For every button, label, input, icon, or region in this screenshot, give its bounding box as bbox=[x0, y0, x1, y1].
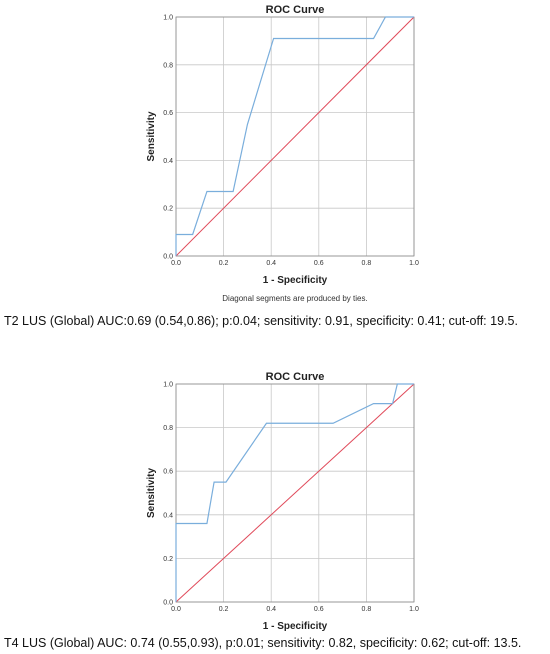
chart2-x-tick-label: 1.0 bbox=[409, 606, 419, 613]
chart2-reference-line bbox=[175, 383, 415, 603]
chart2-x-tick-label: 0.0 bbox=[171, 606, 181, 613]
chart2-plot-frame bbox=[175, 383, 415, 603]
chart1-y-tick-label: 1.0 bbox=[163, 15, 173, 22]
chart1-y-tick-label: 0.6 bbox=[163, 110, 173, 117]
chart1-x-tick-label: 0.8 bbox=[362, 260, 372, 267]
caption-1: T2 LUS (Global) AUC:0.69 (0.54,0.86); p:… bbox=[4, 314, 518, 328]
chart2-y-tick-label: 0.4 bbox=[163, 512, 173, 519]
chart2-y-tick-label: 0.2 bbox=[163, 556, 173, 563]
chart1-x-tick-label: 0.0 bbox=[171, 260, 181, 267]
chart1-x-axis-label: 1 - Specificity bbox=[263, 275, 328, 286]
chart1-x-tick-label: 0.4 bbox=[266, 260, 276, 267]
chart1-title: ROC Curve bbox=[266, 4, 325, 16]
chart2-y-tick-label: 0.6 bbox=[163, 469, 173, 476]
chart2-title: ROC Curve bbox=[266, 371, 325, 383]
chart1-y-axis-label: Sensitivity bbox=[146, 111, 157, 161]
chart2-x-tick-label: 0.4 bbox=[266, 606, 276, 613]
chart2-y-tick-label: 1.0 bbox=[163, 382, 173, 389]
chart1-plot-frame bbox=[175, 16, 415, 257]
chart1-footnote: Diagonal segments are produced by ties. bbox=[222, 294, 367, 303]
chart2-y-axis-label: Sensitivity bbox=[146, 468, 157, 518]
chart1-x-tick-label: 0.6 bbox=[314, 260, 324, 267]
roc-panel-1: 0.0 0.2 0.4 0.6 0.8 1.0 0.0 0.2 0.4 0.6 0.8 1.0 ROC … bbox=[4, 4, 518, 328]
chart2-y-tick-label: 0.0 bbox=[163, 600, 173, 607]
chart1-reference-line bbox=[175, 16, 415, 257]
chart1-y-tick-label: 0.4 bbox=[163, 158, 173, 165]
chart2-x-tick-label: 0.8 bbox=[362, 606, 372, 613]
caption-2: T4 LUS (Global) AUC: 0.74 (0.55,0.93), p… bbox=[4, 636, 522, 650]
chart1-y-tick-label: 0.2 bbox=[163, 206, 173, 213]
roc-panel-2: 0.0 0.2 0.4 0.6 0.8 1.0 0.0 0.2 0.4 0.6 0.8 1.0 ROC … bbox=[0, 366, 550, 654]
chart2-roc-curve bbox=[175, 383, 414, 602]
chart1-y-tick-label: 0.8 bbox=[163, 62, 173, 69]
chart1-x-tick-label: 0.2 bbox=[219, 260, 229, 267]
chart2-y-tick-label: 0.8 bbox=[163, 425, 173, 432]
chart1-roc-curve bbox=[175, 16, 414, 256]
chart2-x-axis-label: 1 - Specificity bbox=[263, 621, 328, 632]
roc-chart-2: 0.0 0.2 0.4 0.6 0.8 1.0 0.0 0.2 0.4 0.6 0.8 1.0 ROC … bbox=[146, 371, 419, 632]
chart2-x-tick-label: 0.2 bbox=[219, 606, 229, 613]
roc-chart-1: 0.0 0.2 0.4 0.6 0.8 1.0 0.0 0.2 0.4 0.6 0.8 1.0 ROC … bbox=[146, 4, 419, 303]
chart1-y-tick-label: 0.0 bbox=[163, 254, 173, 261]
chart1-x-tick-label: 1.0 bbox=[409, 260, 419, 267]
chart2-x-tick-label: 0.6 bbox=[314, 606, 324, 613]
